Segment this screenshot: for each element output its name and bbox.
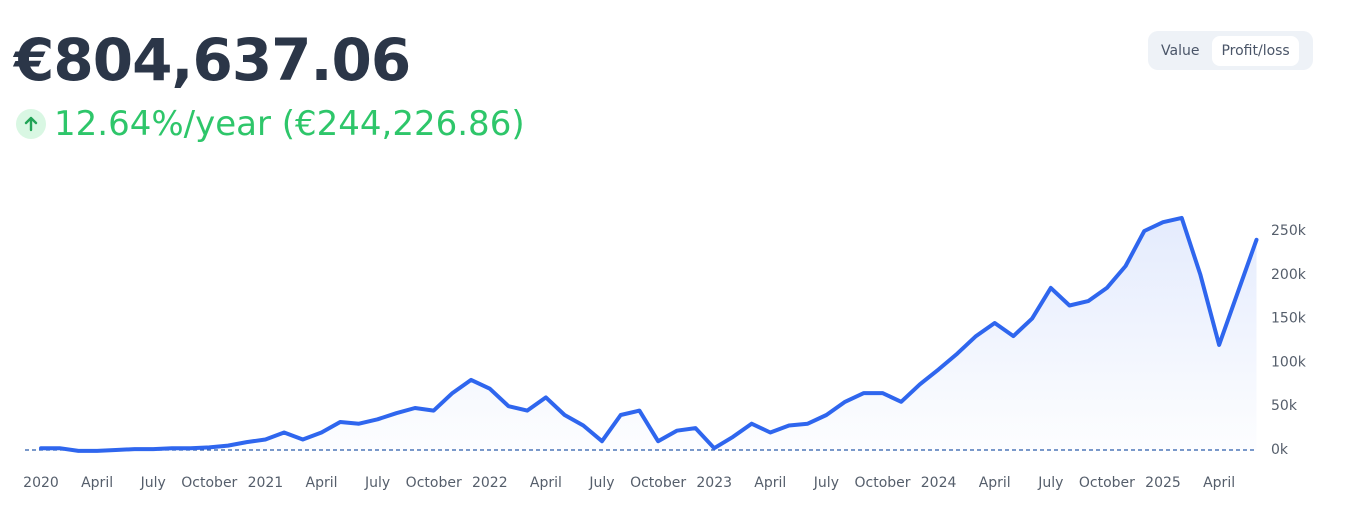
- x-tick-label: April: [754, 475, 786, 491]
- x-tick-label: July: [140, 475, 166, 491]
- x-tick-label: October: [854, 475, 910, 491]
- performance-text: 12.64%/year (€244,226.86): [54, 104, 525, 144]
- y-tick-label: 100k: [1271, 354, 1307, 370]
- x-tick-label: 2021: [248, 475, 284, 491]
- x-tick-label: April: [306, 475, 338, 491]
- y-tick-label: 150k: [1271, 311, 1307, 327]
- x-tick-label: April: [979, 475, 1011, 491]
- x-tick-label: October: [630, 475, 686, 491]
- x-tick-label: 2023: [696, 475, 732, 491]
- x-tick-label: 2020: [23, 475, 59, 491]
- y-tick-label: 0k: [1271, 442, 1289, 458]
- arrow: [24, 116, 38, 132]
- y-tick-label: 200k: [1271, 267, 1307, 283]
- up-arrow-icon: [16, 109, 46, 139]
- performance: 12.64%/year (€244,226.86): [16, 104, 525, 144]
- x-tick-label: October: [1079, 475, 1135, 491]
- x-tick-label: July: [364, 475, 390, 491]
- portfolio-total: €804,637.06: [14, 26, 411, 94]
- toggle-option[interactable]: Value: [1161, 42, 1200, 59]
- x-tick-label: July: [1037, 475, 1063, 491]
- x-tick-label: 2025: [1145, 475, 1181, 491]
- x-tick-label: April: [1203, 475, 1235, 491]
- x-tick-label: 2022: [472, 475, 508, 491]
- x-tick-label: July: [813, 475, 839, 491]
- x-tick-label: October: [181, 475, 237, 491]
- x-tick-label: April: [81, 475, 113, 491]
- value-line: [39, 215, 1259, 453]
- x-tick-label: April: [530, 475, 562, 491]
- x-tick-label: October: [406, 475, 462, 491]
- x-tick-label: 2024: [921, 475, 957, 491]
- area: [41, 217, 1257, 451]
- y-tick-label: 50k: [1271, 398, 1298, 414]
- x-tick-label: July: [588, 475, 614, 491]
- y-tick-label: 250k: [1271, 223, 1307, 239]
- toggle-option[interactable]: Profit/loss: [1212, 35, 1299, 66]
- view-toggle: Value Profit/loss: [1148, 31, 1313, 70]
